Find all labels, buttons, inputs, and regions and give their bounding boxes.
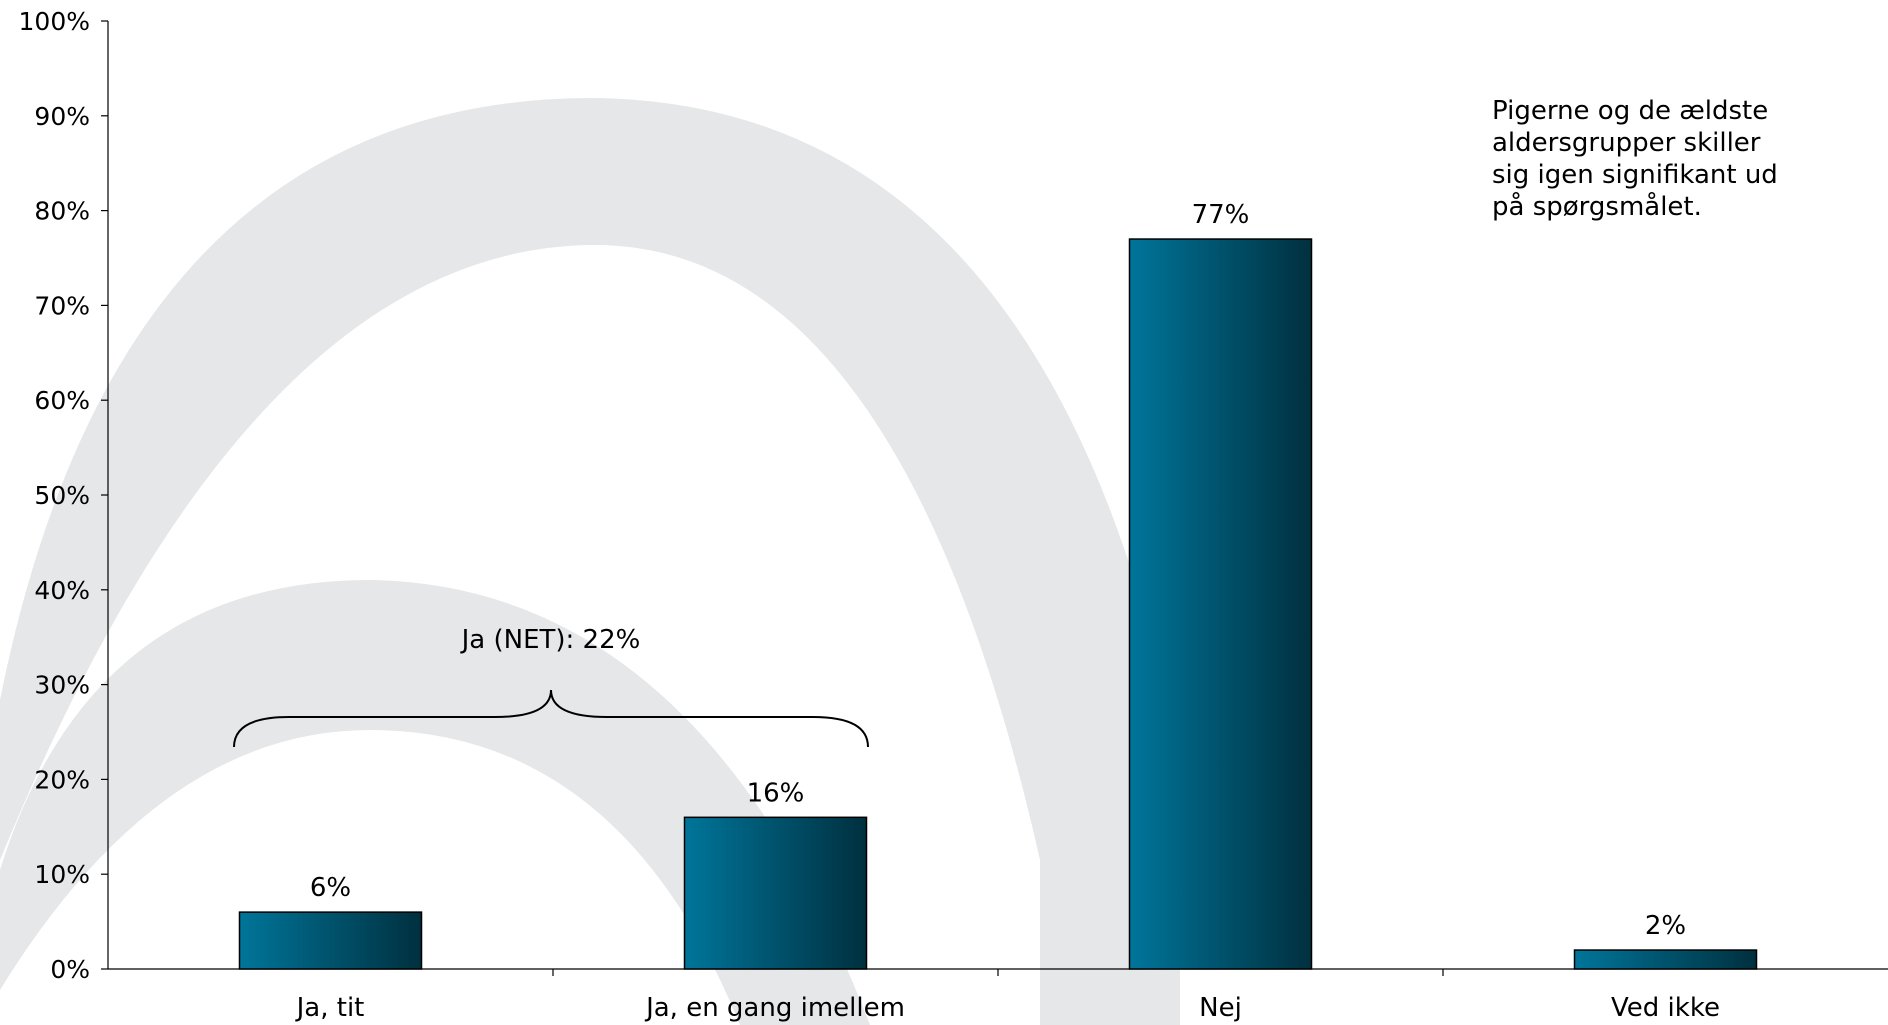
x-tick-label: Ja, tit	[295, 993, 365, 1023]
axes: 0% 10% 20% 30% 40% 50% 60% 70% 80% 90% 100% Ja, tit…	[19, 7, 1888, 1023]
y-tick-label: 0%	[50, 955, 90, 984]
background-watermark	[0, 98, 1180, 1025]
data-label: 16%	[747, 778, 805, 808]
x-tick-label: Ved ikke	[1611, 993, 1720, 1023]
net-brace-label: Ja (NET): 22%	[460, 625, 641, 655]
x-tick-label: Ja, en gang imellem	[644, 993, 905, 1023]
annotation-note: Pigerne og de ældste aldersgrupper skill…	[1492, 96, 1778, 222]
net-brace: Ja (NET): 22%	[233, 625, 869, 748]
y-tick-label: 100%	[19, 7, 90, 36]
y-tick-label: 50%	[34, 481, 90, 510]
y-tick-label: 70%	[34, 291, 90, 320]
y-tick-label: 20%	[34, 765, 90, 794]
y-tick-label: 60%	[34, 386, 90, 415]
data-label: 6%	[310, 873, 351, 903]
y-tick-label: 40%	[34, 576, 90, 605]
y-tick-label: 90%	[34, 102, 90, 131]
bar	[1573, 949, 1758, 970]
y-tick-label: 10%	[34, 860, 90, 889]
data-label: 77%	[1192, 200, 1250, 230]
y-tick-label: 30%	[34, 671, 90, 700]
x-tick-label: Nej	[1199, 993, 1242, 1023]
data-label: 2%	[1645, 911, 1686, 941]
bar	[1128, 238, 1313, 970]
bars: 6% 16% 77% 2%	[238, 200, 1758, 970]
bar	[683, 816, 868, 970]
y-tick-label: 80%	[34, 197, 90, 226]
bar	[238, 911, 423, 970]
